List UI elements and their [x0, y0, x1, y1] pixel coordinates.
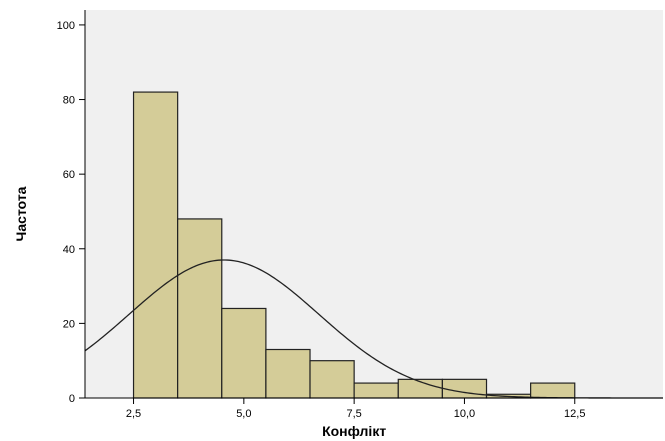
y-ticks-group: 0 20 40 60 80 100 — [57, 20, 85, 405]
y-tick-label: 0 — [69, 393, 75, 405]
x-axis-title: Конфлікт — [322, 423, 386, 439]
histogram-bar — [353, 382, 399, 399]
x-ticks-group: 2,5 5,0 7,5 10,0 12,5 — [126, 398, 585, 420]
x-tick-label: 10,0 — [454, 408, 475, 420]
y-tick-label: 100 — [57, 20, 75, 32]
y-tick-label: 20 — [63, 318, 75, 330]
x-tick-label: 2,5 — [126, 408, 141, 420]
axes-group — [84, 10, 663, 399]
histogram-bar — [221, 307, 267, 399]
histogram-bar — [177, 218, 223, 399]
y-tick-label: 40 — [63, 244, 75, 256]
x-tick-label: 7,5 — [346, 408, 361, 420]
x-tick-label: 5,0 — [236, 408, 251, 420]
y-axis-title: Частота — [13, 186, 29, 241]
bars-group — [132, 91, 576, 399]
histogram-bar — [309, 360, 355, 399]
y-tick-label: 80 — [63, 95, 75, 107]
histogram-bar — [441, 378, 488, 399]
histogram-bar — [265, 348, 311, 399]
x-tick-label: 12,5 — [564, 408, 585, 420]
y-tick-label: 60 — [63, 169, 75, 181]
histogram-bar — [132, 91, 179, 399]
histogram-bar — [530, 382, 576, 399]
